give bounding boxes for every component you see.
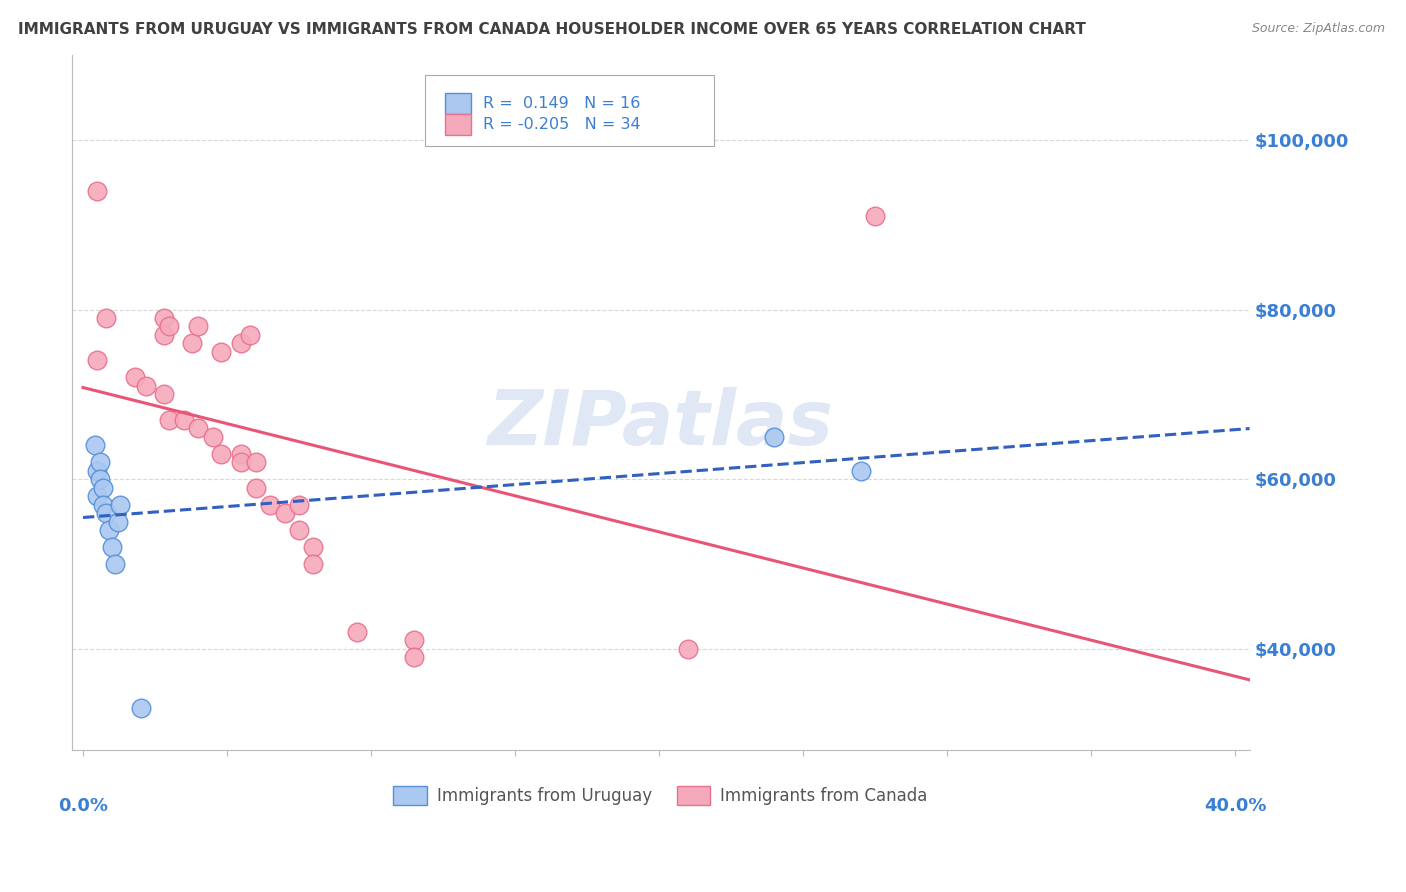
Point (94, 311, 117, 326)
Point (159, 319, 181, 334)
Point (152, 387, 174, 401)
Point (404, 633, 426, 648)
Text: R =  0.149   N = 16: R = 0.149 N = 16 (482, 96, 640, 112)
Point (107, 515, 129, 529)
Point (124, 370, 146, 384)
Point (676, 641, 699, 656)
FancyBboxPatch shape (444, 114, 471, 135)
Point (86, 184, 108, 198)
Point (209, 345, 232, 359)
Point (86, 464, 108, 478)
Point (86, 489, 108, 503)
Point (187, 319, 209, 334)
Text: ZIPatlas: ZIPatlas (488, 386, 834, 460)
Point (259, 498, 281, 512)
Point (129, 701, 152, 715)
Point (91, 481, 114, 495)
Text: Source: ZipAtlas.com: Source: ZipAtlas.com (1251, 22, 1385, 36)
Point (152, 311, 174, 326)
Point (231, 447, 253, 461)
Point (94, 506, 117, 520)
Point (181, 336, 204, 351)
Point (849, 464, 872, 478)
Point (89, 472, 111, 486)
Text: R = -0.205   N = 34: R = -0.205 N = 34 (482, 117, 640, 132)
Point (159, 413, 181, 427)
Point (91, 498, 114, 512)
Text: 40.0%: 40.0% (1204, 797, 1267, 815)
Point (231, 455, 253, 469)
Point (288, 523, 311, 537)
Point (239, 328, 262, 343)
Point (302, 540, 325, 554)
Point (98, 523, 121, 537)
Point (135, 379, 157, 393)
Point (110, 498, 132, 512)
Point (152, 328, 174, 343)
Point (83, 438, 105, 452)
Point (288, 498, 311, 512)
FancyBboxPatch shape (425, 75, 714, 145)
Point (763, 430, 786, 444)
Point (187, 421, 209, 435)
Point (231, 336, 253, 351)
Point (346, 624, 368, 639)
Text: 0.0%: 0.0% (58, 797, 108, 815)
Text: IMMIGRANTS FROM URUGUAY VS IMMIGRANTS FROM CANADA HOUSEHOLDER INCOME OVER 65 YEA: IMMIGRANTS FROM URUGUAY VS IMMIGRANTS FR… (18, 22, 1087, 37)
Point (86, 353, 108, 368)
Point (245, 455, 267, 469)
Legend: Immigrants from Uruguay, Immigrants from Canada: Immigrants from Uruguay, Immigrants from… (387, 779, 935, 812)
Point (89, 455, 111, 469)
Point (201, 430, 224, 444)
FancyBboxPatch shape (444, 94, 471, 114)
Point (104, 557, 127, 571)
Point (302, 557, 325, 571)
Point (404, 650, 426, 665)
Point (101, 540, 124, 554)
Point (173, 413, 195, 427)
Point (209, 447, 232, 461)
Point (863, 209, 886, 223)
Point (245, 481, 267, 495)
Point (273, 506, 295, 520)
